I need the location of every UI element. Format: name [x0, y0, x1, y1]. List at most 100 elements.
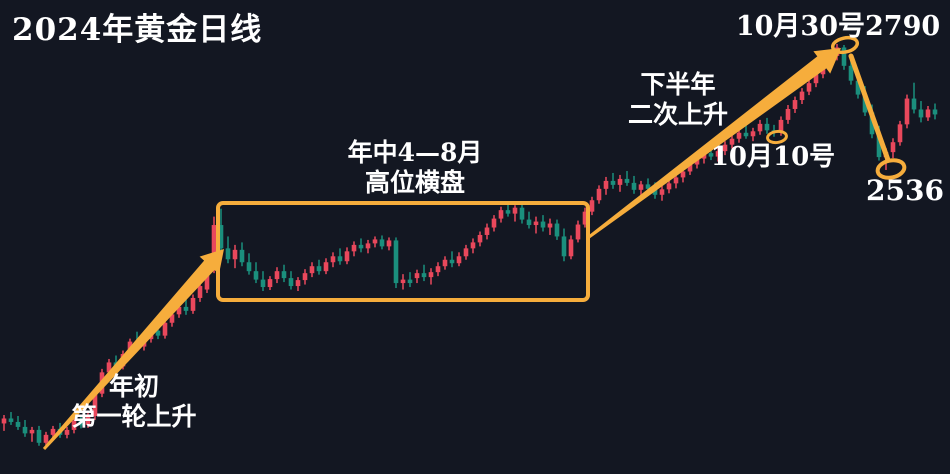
candle-body — [15, 421, 21, 427]
peak-circle — [830, 35, 860, 55]
candle-wick — [913, 82, 915, 114]
candle-body — [449, 259, 455, 264]
candle-body — [799, 91, 805, 101]
candle-body — [778, 119, 784, 133]
candle — [638, 180, 644, 196]
candle-body — [8, 418, 14, 422]
candle — [715, 148, 721, 162]
candle — [631, 175, 637, 194]
candle — [764, 117, 770, 134]
candle-body — [218, 225, 224, 249]
candle — [603, 176, 609, 195]
candle-body — [862, 94, 868, 113]
candle — [302, 269, 308, 285]
candle — [232, 244, 238, 269]
candle-body — [400, 279, 406, 284]
candle-body — [64, 429, 70, 435]
consolidation-box — [216, 201, 590, 302]
candle-body — [904, 98, 910, 125]
chart-title: 2024年黄金日线 — [12, 12, 263, 48]
decline-line — [848, 53, 891, 163]
candle — [505, 201, 511, 217]
candle-body — [43, 434, 49, 443]
candle-body — [876, 134, 882, 158]
candle — [400, 274, 406, 290]
consolidation-label-line1: 年中4—8月 — [347, 138, 483, 167]
candle — [589, 196, 595, 216]
candle — [708, 146, 714, 161]
candle — [540, 215, 546, 232]
candle — [78, 415, 84, 429]
candle — [610, 172, 616, 189]
candle-body — [36, 429, 42, 443]
candle — [799, 88, 805, 105]
candle-body — [477, 234, 483, 243]
candle — [848, 58, 854, 85]
candle-body — [351, 244, 357, 252]
candle-body — [71, 420, 77, 430]
candle — [267, 276, 273, 291]
candle — [792, 96, 798, 113]
candle — [351, 241, 357, 257]
candle-wick — [31, 426, 33, 442]
candle — [281, 264, 287, 283]
candle-body — [358, 244, 364, 249]
candle — [575, 220, 581, 243]
candle-body — [666, 183, 672, 190]
candle-body — [330, 256, 336, 263]
candle — [183, 299, 189, 315]
candle — [554, 219, 560, 240]
candle-body — [50, 428, 56, 435]
candle — [757, 119, 763, 135]
candle-body — [869, 112, 875, 135]
candle — [911, 82, 917, 114]
candle-body — [631, 182, 637, 190]
candle-body — [246, 262, 252, 272]
candle-body — [197, 286, 203, 298]
candle — [43, 431, 49, 446]
candle — [211, 216, 217, 274]
second-rise-label-line1: 下半年 — [640, 70, 716, 99]
candle-body — [918, 109, 924, 118]
consolidation-label: 年中4—8月 高位横盘 — [348, 138, 483, 197]
candle — [106, 358, 112, 377]
candle-body — [267, 279, 273, 288]
candle — [897, 120, 903, 146]
candle-body — [505, 210, 511, 214]
candle-body — [281, 271, 287, 279]
peak-label: 10月30号2790 — [735, 11, 941, 42]
candle-body — [393, 240, 399, 284]
candle — [421, 264, 427, 282]
candle — [239, 242, 245, 267]
candle-body — [295, 280, 301, 287]
candle-body — [645, 184, 651, 189]
candle-body — [680, 171, 686, 178]
candle — [22, 419, 28, 437]
candle-body — [610, 180, 616, 185]
candle-body — [512, 207, 518, 214]
candle-body — [932, 109, 938, 115]
candle — [407, 272, 413, 288]
candle — [596, 185, 602, 204]
candle — [736, 128, 742, 143]
candle-body — [365, 243, 371, 249]
candle-body — [743, 132, 749, 137]
candle — [491, 215, 497, 232]
candle — [519, 203, 525, 224]
candle-body — [323, 262, 329, 272]
candle-body — [302, 273, 308, 281]
candle — [666, 179, 672, 194]
candle — [330, 252, 336, 268]
candle — [8, 412, 14, 425]
candle — [876, 125, 882, 161]
candle — [841, 44, 847, 70]
candle — [785, 105, 791, 124]
candle-body — [890, 142, 896, 153]
candle-body — [260, 279, 266, 288]
candle — [582, 207, 588, 228]
candle — [64, 426, 70, 439]
candle-body — [841, 47, 847, 66]
candle — [442, 256, 448, 270]
